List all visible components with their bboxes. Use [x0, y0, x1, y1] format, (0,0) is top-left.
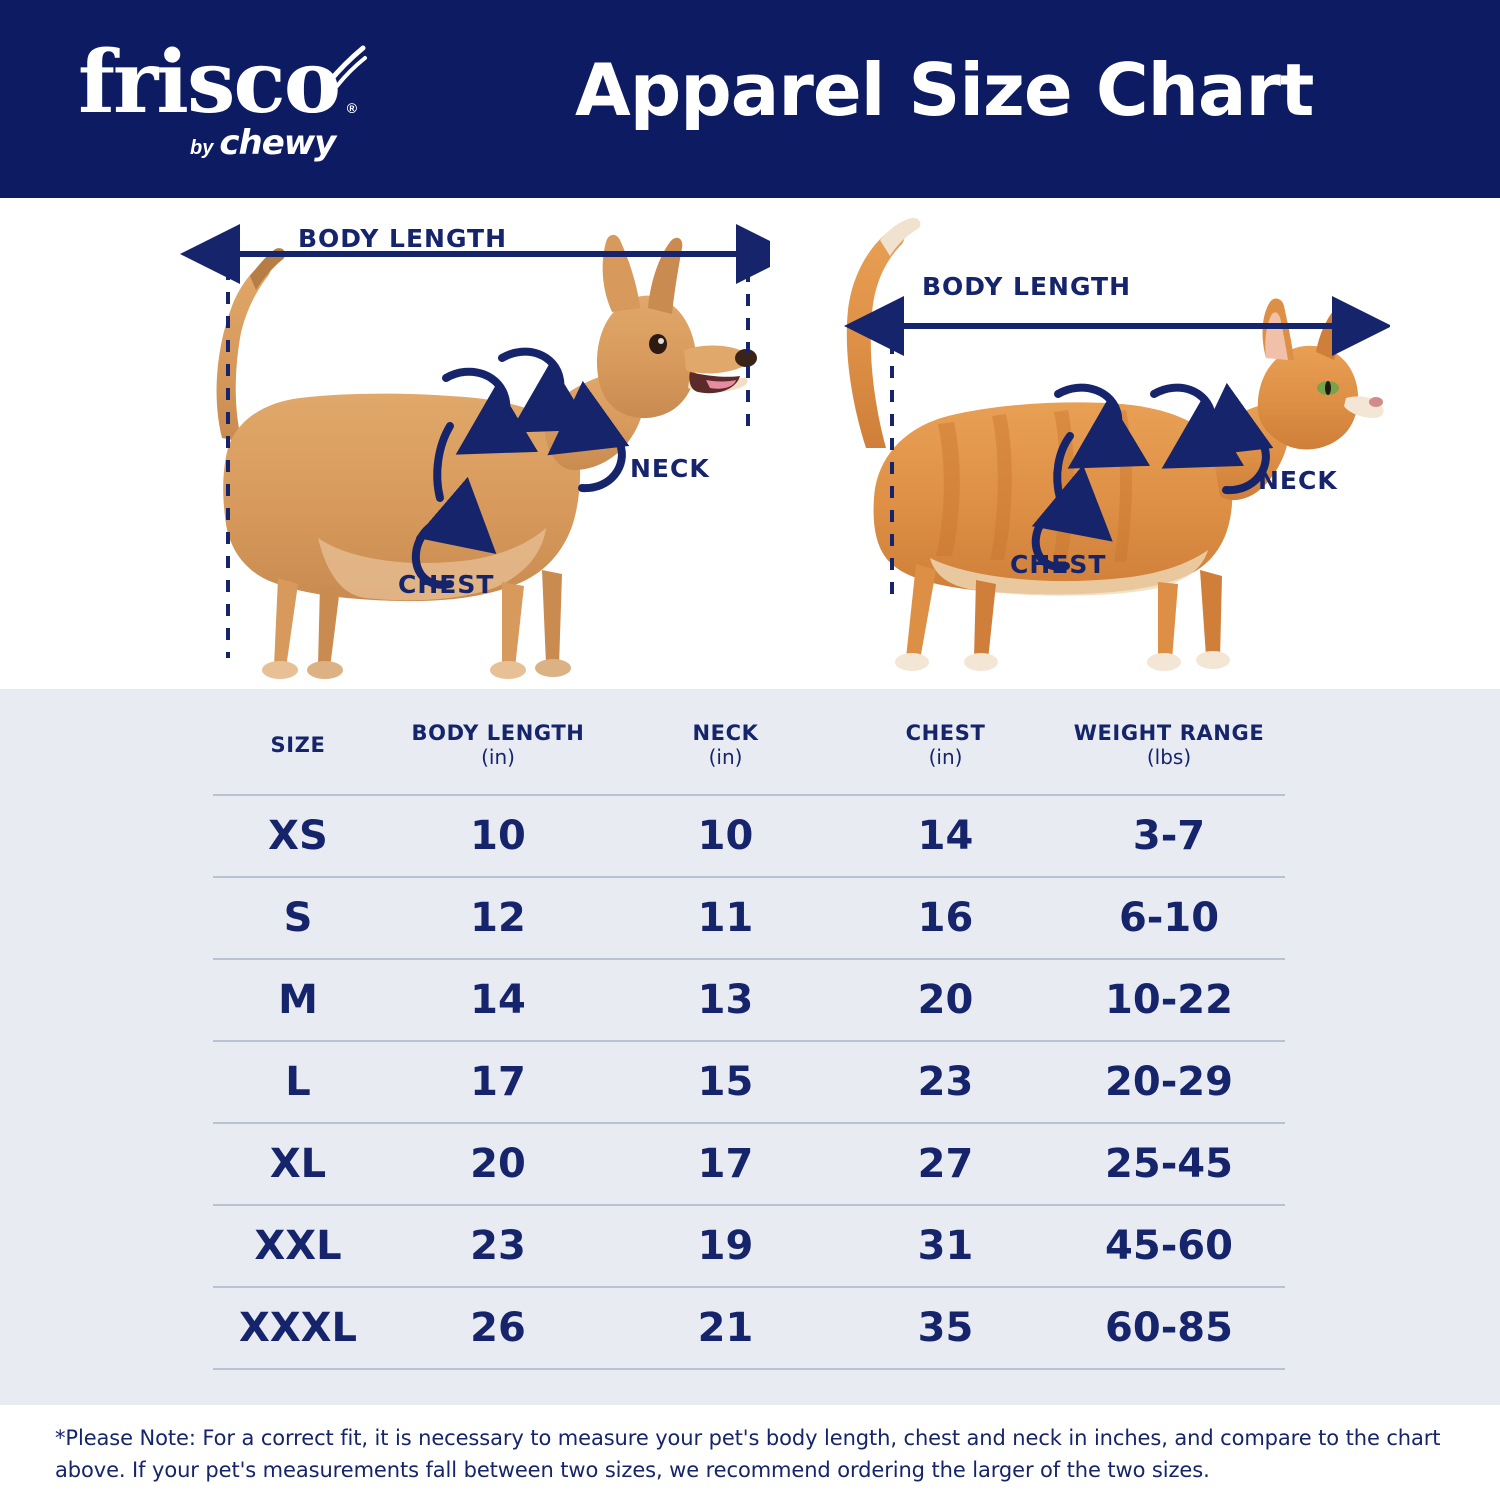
- column-header-neck-unit: (in): [708, 745, 743, 770]
- illustration-band: BODY LENGTH NECK CHEST: [0, 198, 1500, 689]
- dog-chest-label: CHEST: [398, 570, 495, 599]
- cell-neck: 21: [613, 1287, 838, 1370]
- table-row: L 17 15 23 20-29: [213, 1041, 1285, 1124]
- brand-sub-wordmark: by chewy: [190, 122, 336, 163]
- footnote-section: *Please Note: For a correct fit, it is n…: [0, 1405, 1500, 1500]
- cell-size: XS: [213, 795, 383, 878]
- cell-size: XL: [213, 1123, 383, 1206]
- cell-body-length: 17: [383, 1041, 613, 1124]
- brand-chewy-label: chewy: [219, 122, 336, 163]
- cell-weight: 45-60: [1053, 1205, 1285, 1288]
- column-header-size: SIZE: [213, 703, 383, 796]
- cell-body-length: 26: [383, 1287, 613, 1370]
- cell-weight: 6-10: [1053, 877, 1285, 960]
- cell-neck: 19: [613, 1205, 838, 1288]
- size-table-section: SIZE BODY LENGTH (in) NECK (in) CHEST (i…: [0, 689, 1500, 1405]
- cell-weight: 10-22: [1053, 959, 1285, 1042]
- cell-body-length: 20: [383, 1123, 613, 1206]
- cell-body-length: 12: [383, 877, 613, 960]
- cat-illustration-panel: BODY LENGTH NECK CHEST: [770, 198, 1390, 689]
- column-header-chest-unit: (in): [928, 745, 963, 770]
- column-header-chest-label: CHEST: [905, 721, 986, 746]
- frisco-logo: frisco ® by chewy: [78, 40, 378, 163]
- cell-neck: 13: [613, 959, 838, 1042]
- column-header-body-length-label: BODY LENGTH: [411, 721, 585, 746]
- cell-body-length: 14: [383, 959, 613, 1042]
- cell-weight: 60-85: [1053, 1287, 1285, 1370]
- dog-neck-label: NECK: [630, 454, 710, 483]
- page-header: frisco ® by chewy Apparel Size Chart: [0, 0, 1500, 198]
- cell-size: L: [213, 1041, 383, 1124]
- cell-chest: 27: [838, 1123, 1053, 1206]
- table-head: SIZE BODY LENGTH (in) NECK (in) CHEST (i…: [213, 703, 1285, 796]
- size-table: SIZE BODY LENGTH (in) NECK (in) CHEST (i…: [213, 703, 1285, 1370]
- column-header-weight-range-label: WEIGHT RANGE: [1073, 721, 1265, 746]
- dog-measure-guides: [180, 224, 770, 658]
- table-row: XXXL 26 21 35 60-85: [213, 1287, 1285, 1370]
- cell-weight: 25-45: [1053, 1123, 1285, 1206]
- dog-body-length-label: BODY LENGTH: [298, 224, 508, 253]
- cell-neck: 17: [613, 1123, 838, 1206]
- cell-chest: 35: [838, 1287, 1053, 1370]
- cell-body-length: 10: [383, 795, 613, 878]
- column-header-chest: CHEST (in): [838, 703, 1053, 796]
- registered-trademark-icon: ®: [346, 100, 357, 117]
- cell-chest: 20: [838, 959, 1053, 1042]
- brand-name: frisco: [78, 32, 341, 133]
- cell-weight: 20-29: [1053, 1041, 1285, 1124]
- column-header-body-length-unit: (in): [481, 745, 515, 770]
- cell-neck: 11: [613, 877, 838, 960]
- cell-neck: 15: [613, 1041, 838, 1124]
- column-header-body-length: BODY LENGTH (in): [383, 703, 613, 796]
- cell-body-length: 23: [383, 1205, 613, 1288]
- column-header-neck-label: NECK: [692, 721, 759, 746]
- dog-diagram: [180, 224, 770, 679]
- table-body: XS 10 10 14 3-7 S 12 11 16 6-10 M 14 13: [213, 795, 1285, 1370]
- cell-size: S: [213, 877, 383, 960]
- dog-illustration-panel: BODY LENGTH NECK CHEST: [150, 198, 770, 689]
- table-row: M 14 13 20 10-22: [213, 959, 1285, 1042]
- table-row: XL 20 17 27 25-45: [213, 1123, 1285, 1206]
- brand-wordmark: frisco ®: [78, 40, 368, 126]
- cat-neck-label: NECK: [1258, 466, 1338, 495]
- cell-weight: 3-7: [1053, 795, 1285, 878]
- table-row: S 12 11 16 6-10: [213, 877, 1285, 960]
- cell-chest: 31: [838, 1205, 1053, 1288]
- cat-body-length-label: BODY LENGTH: [922, 272, 1132, 301]
- column-header-weight-range: WEIGHT RANGE (lbs): [1053, 703, 1285, 796]
- cell-chest: 23: [838, 1041, 1053, 1124]
- cell-size: M: [213, 959, 383, 1042]
- table-header-row: SIZE BODY LENGTH (in) NECK (in) CHEST (i…: [213, 703, 1285, 796]
- swoosh-icon: [326, 45, 368, 88]
- brand-by-label: by: [190, 136, 214, 159]
- cell-neck: 10: [613, 795, 838, 878]
- column-header-size-label: SIZE: [270, 733, 326, 758]
- page-title: Apparel Size Chart: [575, 48, 1314, 132]
- table-row: XXL 23 19 31 45-60: [213, 1205, 1285, 1288]
- cell-size: XXXL: [213, 1287, 383, 1370]
- cell-chest: 16: [838, 877, 1053, 960]
- column-header-neck: NECK (in): [613, 703, 838, 796]
- column-header-weight-range-unit: (lbs): [1146, 745, 1192, 770]
- cell-size: XXL: [213, 1205, 383, 1288]
- cat-measure-guides: [844, 296, 1390, 598]
- footnote-text: *Please Note: For a correct fit, it is n…: [55, 1426, 1441, 1482]
- cat-chest-label: CHEST: [1010, 550, 1107, 579]
- table-row: XS 10 10 14 3-7: [213, 795, 1285, 878]
- cat-diagram: [844, 217, 1390, 671]
- cell-chest: 14: [838, 795, 1053, 878]
